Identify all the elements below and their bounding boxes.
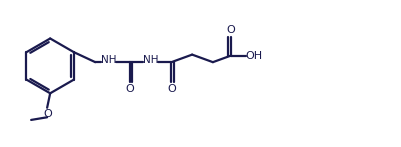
Text: NH: NH xyxy=(101,55,116,65)
Text: O: O xyxy=(167,84,176,94)
Text: O: O xyxy=(126,84,134,94)
Text: NH: NH xyxy=(143,55,158,65)
Text: O: O xyxy=(44,109,52,119)
Text: O: O xyxy=(226,25,235,35)
Text: OH: OH xyxy=(245,51,262,61)
